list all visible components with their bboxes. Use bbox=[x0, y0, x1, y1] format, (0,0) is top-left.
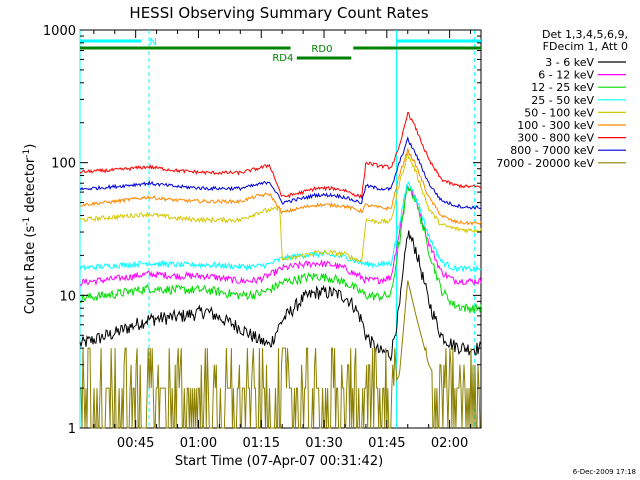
y-label-mid: detector bbox=[23, 157, 38, 217]
series-line-6 bbox=[79, 112, 482, 199]
legend-label-8: 7000 - 20000 keV bbox=[496, 157, 594, 170]
y-label-sup2: -1 bbox=[22, 149, 32, 158]
series-line-4 bbox=[79, 152, 482, 264]
y-axis: 1 10 100 1000 bbox=[43, 24, 481, 437]
series-line-7 bbox=[79, 136, 482, 210]
series-line-2 bbox=[79, 184, 482, 314]
y-tick-label-0: 1 bbox=[68, 422, 76, 437]
night-label: N bbox=[149, 37, 156, 48]
series-line-5 bbox=[79, 148, 482, 226]
x-axis: 00:45 01:00 01:15 01:30 01:45 02:00 bbox=[93, 30, 472, 451]
series-line-0 bbox=[79, 230, 482, 361]
legend-label-3: 25 - 50 keV bbox=[531, 94, 594, 107]
y-tick-label-3: 1000 bbox=[43, 24, 76, 39]
x-tick-label-4: 01:45 bbox=[368, 436, 405, 451]
x-tick-label-2: 01:15 bbox=[243, 436, 280, 451]
series-line-3 bbox=[79, 181, 482, 273]
x-tick-label-5: 02:00 bbox=[431, 436, 468, 451]
x-tick-label-1: 01:00 bbox=[180, 436, 217, 451]
legend-label-1: 6 - 12 keV bbox=[538, 69, 594, 82]
legend-label-0: 3 - 6 keV bbox=[545, 56, 594, 69]
legend-label-2: 12 - 25 keV bbox=[531, 81, 594, 94]
rd0-label: RD0 bbox=[311, 44, 332, 55]
legend-label-6: 300 - 800 keV bbox=[517, 132, 594, 145]
legend-header-1: Det 1,3,4,5,6,9, bbox=[542, 28, 628, 41]
y-label-main: Count Rate (s bbox=[23, 226, 38, 315]
y-axis-label: Count Rate (s-1 detector-1) bbox=[22, 144, 38, 315]
series-line-8 bbox=[80, 280, 481, 429]
y-tick-label-2: 100 bbox=[51, 157, 76, 172]
chart-title: HESSI Observing Summary Count Rates bbox=[129, 4, 428, 22]
timestamp: 6-Dec-2009 17:18 bbox=[573, 468, 636, 476]
plot-area: N RD0 RD4 bbox=[79, 29, 482, 429]
legend-header-2: FDecim 1, Att 0 bbox=[543, 40, 628, 53]
y-label-sup1: -1 bbox=[22, 217, 32, 226]
x-axis-label: Start Time (07-Apr-07 00:31:42) bbox=[175, 454, 383, 469]
legend-label-7: 800 - 7000 keV bbox=[510, 144, 594, 157]
y-tick-label-1: 10 bbox=[59, 289, 76, 304]
x-tick-label-3: 01:30 bbox=[305, 436, 342, 451]
series-layer bbox=[79, 112, 482, 429]
rd4-label: RD4 bbox=[272, 53, 293, 64]
legend-label-5: 100 - 300 keV bbox=[517, 119, 594, 132]
y-label-end: ) bbox=[23, 144, 38, 149]
x-tick-label-0: 00:45 bbox=[117, 436, 154, 451]
annotation-layer: N RD0 RD4 bbox=[79, 30, 481, 428]
legend-label-4: 50 - 100 keV bbox=[524, 106, 594, 119]
legend: Det 1,3,4,5,6,9, FDecim 1, Att 0 3 - 6 k… bbox=[496, 28, 628, 170]
